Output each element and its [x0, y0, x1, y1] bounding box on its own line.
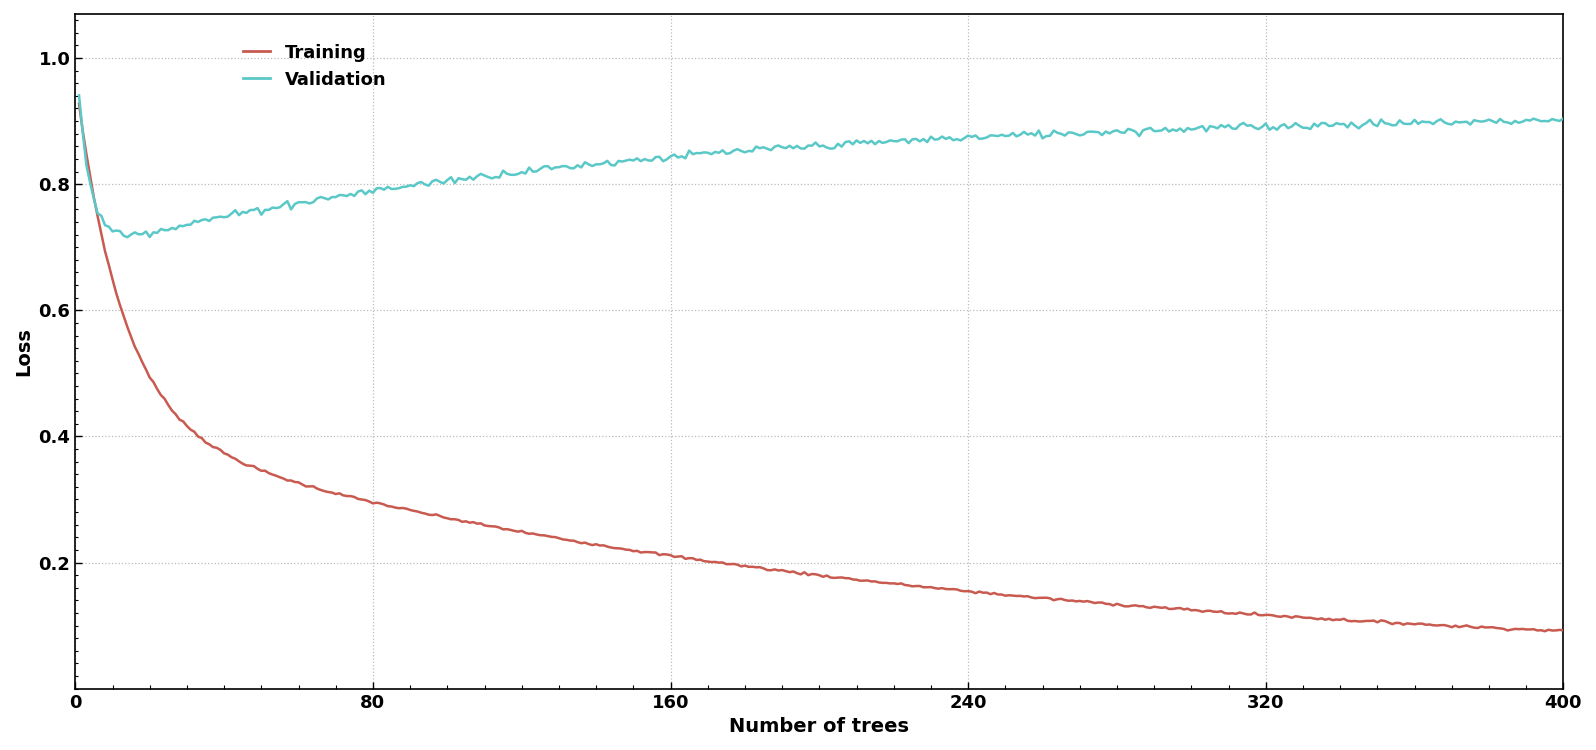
Validation	[557, 162, 576, 171]
Validation	[1144, 127, 1163, 136]
Training	[247, 464, 267, 473]
Validation	[1007, 132, 1026, 141]
Training	[70, 99, 89, 108]
Validation	[1152, 126, 1171, 135]
Training	[1148, 603, 1167, 612]
Training	[1535, 627, 1555, 636]
Validation	[252, 210, 271, 219]
Line: Training: Training	[80, 104, 1564, 632]
X-axis label: Number of trees: Number of trees	[729, 717, 910, 736]
Validation	[118, 232, 137, 242]
Y-axis label: Loss: Loss	[14, 327, 34, 376]
Training	[1141, 603, 1160, 612]
Validation	[70, 91, 89, 100]
Validation	[1555, 114, 1574, 123]
Line: Validation: Validation	[80, 95, 1564, 237]
Training	[658, 550, 677, 559]
Validation	[661, 152, 680, 160]
Legend: Training, Validation: Training, Validation	[236, 37, 394, 96]
Training	[1004, 591, 1023, 600]
Training	[1555, 626, 1574, 634]
Training	[554, 535, 573, 544]
